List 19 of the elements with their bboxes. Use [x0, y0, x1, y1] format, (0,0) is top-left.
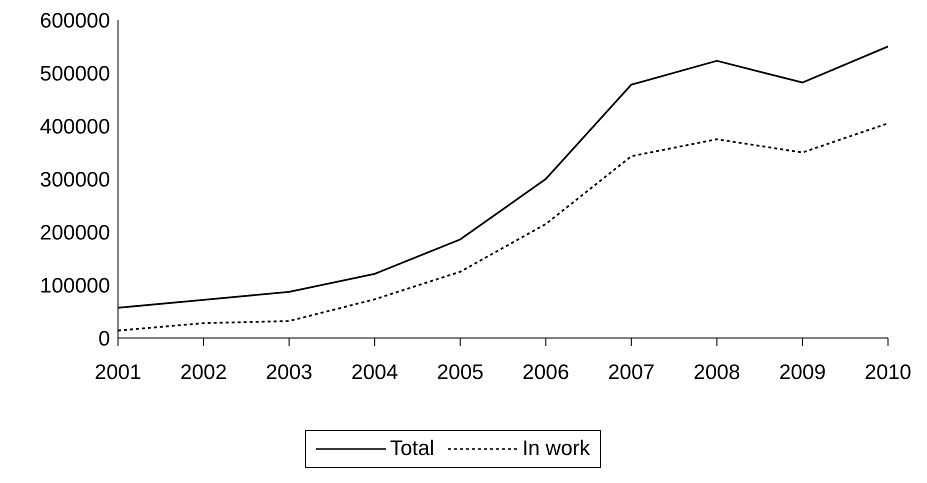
y-tick-label: 100000 — [40, 274, 110, 298]
y-tick-label: 200000 — [40, 221, 110, 244]
y-tick-label: 400000 — [40, 115, 110, 138]
x-tick-label: 2001 — [94, 360, 142, 384]
y-tick-label: 300000 — [40, 168, 110, 192]
y-tick-label: 600000 — [40, 9, 110, 32]
x-tick-label: 2004 — [351, 360, 398, 384]
x-tick-label: 2008 — [694, 360, 740, 384]
y-tick-label: 0 — [98, 327, 110, 350]
x-tick-label: 2009 — [779, 360, 826, 384]
y-tick-label: 500000 — [40, 62, 110, 86]
x-tick-label: 2005 — [436, 360, 484, 384]
x-tick-label: 2006 — [522, 360, 570, 384]
x-tick-label: 2007 — [608, 360, 655, 384]
legend-label: In work — [522, 437, 590, 461]
x-tick-label: 2010 — [864, 360, 912, 384]
legend-label: Total — [390, 437, 434, 461]
x-tick-label: 2002 — [180, 360, 227, 384]
x-tick-label: 2003 — [266, 360, 312, 384]
